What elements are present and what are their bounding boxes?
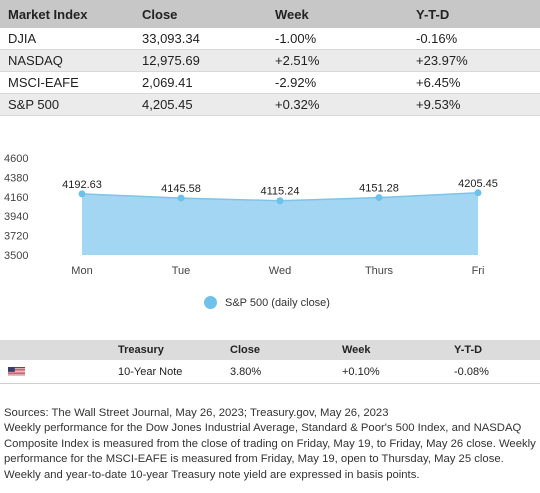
- table-row: MSCI-EAFE 2,069.41 -2.92% +6.45%: [0, 71, 540, 94]
- x-tick-label: Mon: [71, 265, 92, 277]
- treasury-header-close: Close: [224, 340, 336, 360]
- treasury-ytd: -0.08%: [448, 360, 540, 384]
- treasury-close: 3.80%: [224, 360, 336, 384]
- column-header-week: Week: [267, 0, 408, 28]
- legend-label: S&P 500 (daily close): [225, 296, 330, 309]
- sources-footnote: Sources: The Wall Street Journal, May 26…: [4, 406, 536, 483]
- data-label: 4192.63: [62, 179, 102, 191]
- sources-line: Sources: The Wall Street Journal, May 26…: [4, 407, 389, 419]
- index-ytd: +6.45%: [408, 71, 540, 94]
- flag-cell: [0, 360, 112, 384]
- index-ytd: -0.16%: [408, 28, 540, 50]
- index-close: 33,093.34: [134, 28, 267, 50]
- treasury-header-week: Week: [336, 340, 448, 360]
- table-header-row: Market Index Close Week Y-T-D: [0, 0, 540, 28]
- index-close: 2,069.41: [134, 71, 267, 94]
- data-label: 4205.45: [458, 178, 498, 190]
- index-close: 12,975.69: [134, 49, 267, 72]
- us-flag-icon: [8, 367, 25, 377]
- x-tick-label: Thurs: [365, 265, 394, 277]
- y-tick-label: 4380: [4, 172, 28, 184]
- data-point: [276, 197, 284, 205]
- treasury-header-flag: [0, 340, 112, 360]
- y-tick-label: 3940: [4, 211, 28, 223]
- index-name: MSCI-EAFE: [0, 71, 134, 94]
- x-tick-label: Wed: [269, 265, 291, 277]
- data-label: 4151.28: [359, 183, 399, 195]
- data-point: [474, 189, 482, 197]
- index-ytd: +9.53%: [408, 93, 540, 116]
- y-tick-label: 4160: [4, 192, 28, 204]
- y-tick-label: 3500: [4, 250, 28, 262]
- index-week: -2.92%: [267, 71, 408, 94]
- index-week: +2.51%: [267, 49, 408, 72]
- index-name: NASDAQ: [0, 49, 134, 72]
- x-tick-label: Tue: [172, 265, 191, 277]
- table-row: NASDAQ 12,975.69 +2.51% +23.97%: [0, 49, 540, 72]
- data-point: [177, 194, 185, 202]
- table-row: 10-Year Note 3.80% +0.10% -0.08%: [0, 360, 540, 384]
- index-close: 4,205.45: [134, 93, 267, 116]
- treasury-header-ytd: Y-T-D: [448, 340, 540, 360]
- index-week: -1.00%: [267, 28, 408, 50]
- treasury-table: Treasury Close Week Y-T-D 10-Year Note 3…: [0, 340, 540, 384]
- index-name: S&P 500: [0, 93, 134, 116]
- data-point: [375, 194, 383, 202]
- column-header-ytd: Y-T-D: [408, 0, 540, 28]
- table-row: S&P 500 4,205.45 +0.32% +9.53%: [0, 93, 540, 116]
- x-tick-label: Fri: [472, 265, 485, 277]
- index-name: DJIA: [0, 28, 134, 50]
- treasury-name: 10-Year Note: [112, 360, 224, 384]
- methodology-note: Weekly performance for the Dow Jones Ind…: [4, 422, 536, 481]
- column-header-close: Close: [134, 0, 267, 28]
- series-area: [82, 192, 478, 255]
- legend-marker-icon: [204, 296, 217, 309]
- table-row: DJIA 33,093.34 -1.00% -0.16%: [0, 28, 540, 50]
- y-tick-label: 4600: [4, 153, 28, 165]
- sp500-area-chart: 3500 3720 3940 4160 4380 4600 4192.63 4145.58 41…: [4, 153, 498, 277]
- data-label: 4145.58: [161, 183, 201, 195]
- index-ytd: +23.97%: [408, 49, 540, 72]
- treasury-week: +0.10%: [336, 360, 448, 384]
- column-header-market-index: Market Index: [0, 0, 134, 28]
- market-index-table: Market Index Close Week Y-T-D DJIA 33,09…: [0, 0, 540, 116]
- y-tick-label: 3720: [4, 231, 28, 243]
- data-point: [78, 190, 86, 198]
- chart-legend: S&P 500 (daily close): [204, 296, 330, 309]
- data-label: 4115.24: [261, 186, 300, 198]
- index-week: +0.32%: [267, 93, 408, 116]
- treasury-header-treasury: Treasury: [112, 340, 224, 360]
- treasury-header-row: Treasury Close Week Y-T-D: [0, 340, 540, 360]
